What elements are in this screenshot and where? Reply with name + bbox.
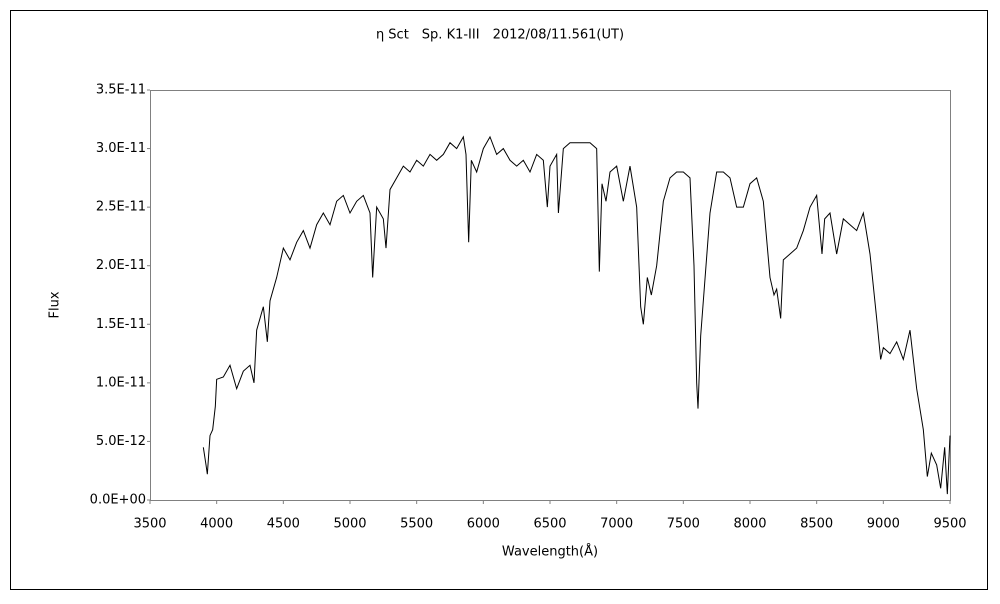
y-tick-label: 2.0E-11 [96, 258, 146, 273]
x-tick-label: 9500 [933, 517, 966, 532]
x-tick-label: 6000 [467, 517, 500, 532]
x-tick-label: 4500 [267, 517, 300, 532]
y-tick-label: 1.5E-11 [96, 317, 146, 332]
y-axis-label: Flux [48, 291, 63, 318]
spectrum-line [202, 135, 951, 495]
chart-frame [10, 10, 988, 590]
x-tick-label: 3500 [133, 517, 166, 532]
x-axis-label: Wavelength(Å) [502, 544, 598, 560]
x-tick-label: 6500 [533, 517, 566, 532]
x-tick-label: 8000 [733, 517, 766, 532]
x-tick-label: 8500 [800, 517, 833, 532]
x-tick-label: 9000 [867, 517, 900, 532]
y-tick-label: 0.0E+00 [90, 493, 146, 508]
x-tick-label: 7500 [667, 517, 700, 532]
x-tick-label: 5500 [400, 517, 433, 532]
y-tick-label: 5.0E-12 [96, 434, 146, 449]
chart-title: η Sct Sp. K1-III 2012/08/11.561(UT) [376, 28, 624, 43]
y-tick-label: 3.0E-11 [96, 141, 146, 156]
x-tick-label: 4000 [200, 517, 233, 532]
x-tick-label: 7000 [600, 517, 633, 532]
y-tick-label: 1.0E-11 [96, 375, 146, 390]
y-tick-label: 2.5E-11 [96, 200, 146, 215]
x-tick-label: 5000 [333, 517, 366, 532]
y-tick-label: 3.5E-11 [96, 83, 146, 98]
